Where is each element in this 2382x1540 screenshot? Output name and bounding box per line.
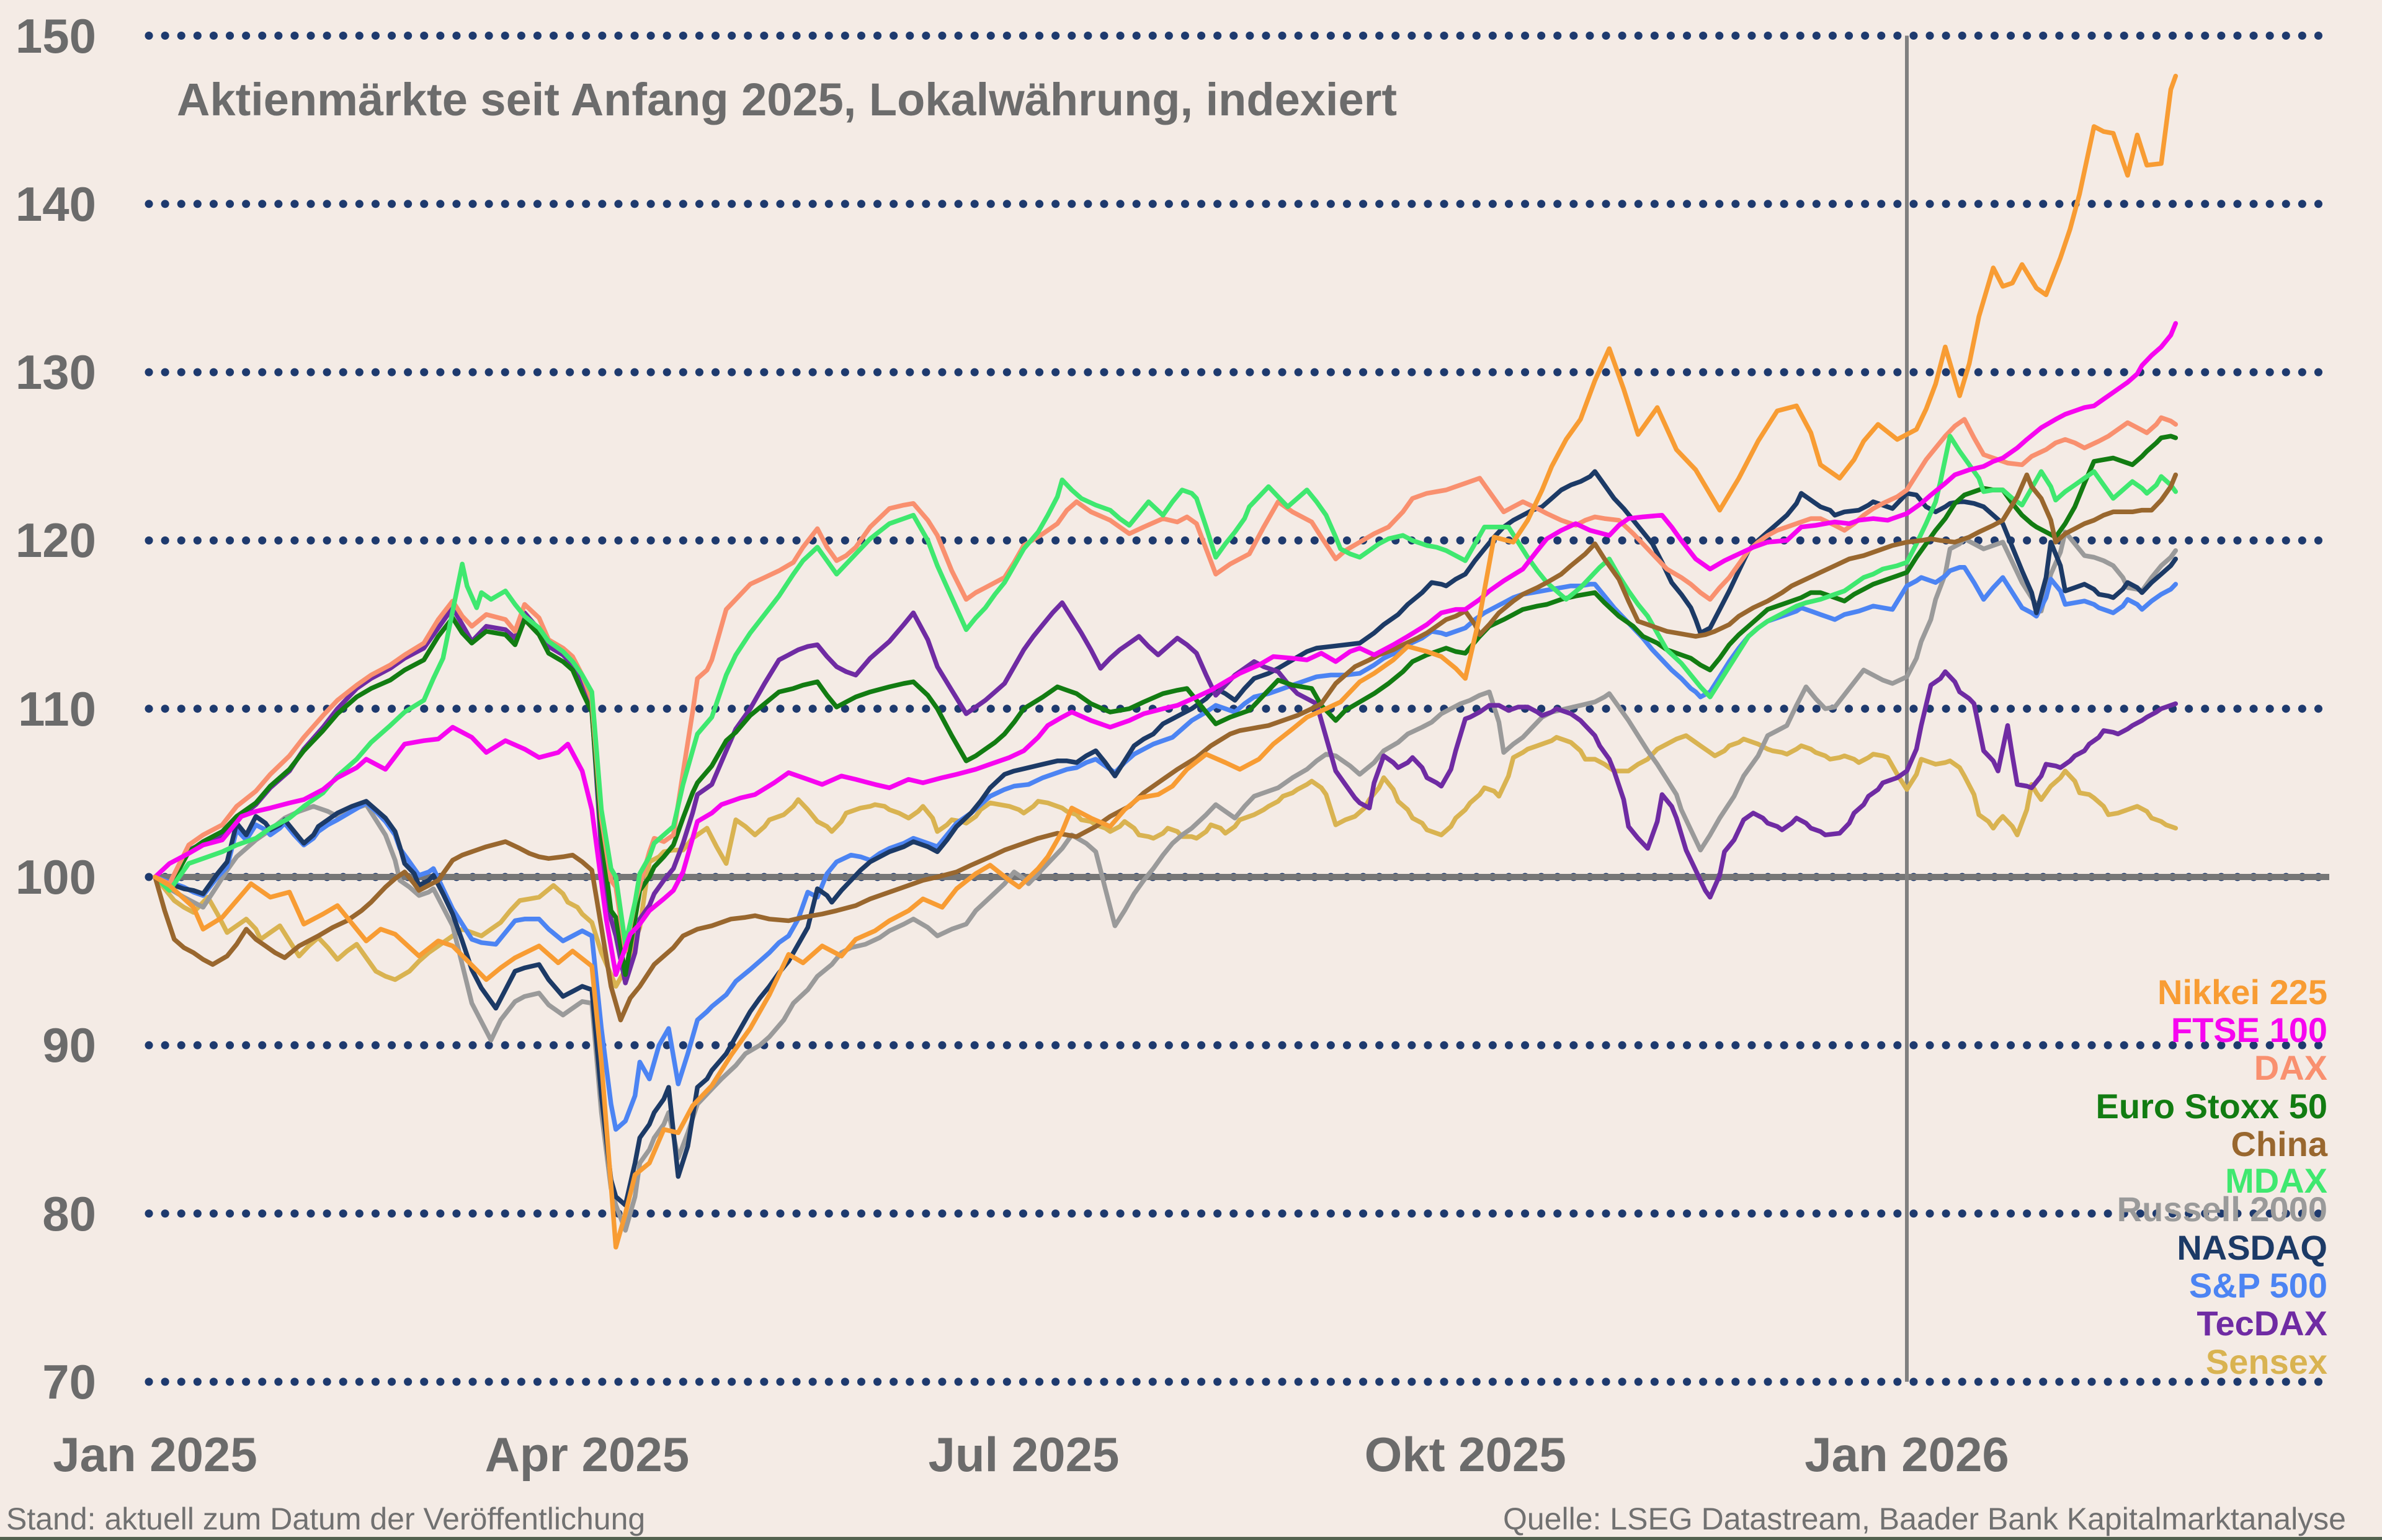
y-axis-label-110: 110 [18, 681, 96, 736]
y-axis-label-80: 80 [42, 1186, 96, 1241]
series-line-ftse [153, 321, 2179, 977]
x-axis-label-jan-2026: Jan 2026 [1804, 1427, 2009, 1482]
y-axis-label-70: 70 [42, 1354, 96, 1409]
legend-item-sp500: S&P 500 [2188, 1266, 2327, 1305]
series-line-tecdax [153, 600, 2179, 986]
y-axis-label-120: 120 [15, 513, 96, 568]
series-line-china [153, 472, 2179, 1023]
y-axis-label-150: 150 [15, 8, 96, 63]
legend-item-nasdaq: NASDAQ [2177, 1228, 2327, 1267]
series-line-nikkei [153, 73, 2179, 1250]
legend-item-mdax: MDAX [2225, 1161, 2327, 1200]
legend-item-dax: DAX [2254, 1048, 2327, 1087]
x-axis-label-okt-2025: Okt 2025 [1364, 1427, 1566, 1482]
y-axis-label-130: 130 [15, 345, 96, 400]
y-axis-label-100: 100 [15, 850, 96, 904]
footer-status-note: Stand: aktuell zum Datum der Veröffentli… [6, 1502, 646, 1536]
bottom-border-line [0, 1537, 2382, 1540]
series-line-mdax [153, 434, 2179, 947]
series-line-russell [153, 530, 2179, 1233]
legend-item-russell: Russell 2000 [2117, 1190, 2327, 1229]
series-line-sp500 [153, 565, 2179, 1132]
legend-item-ftse: FTSE 100 [2170, 1010, 2327, 1049]
x-axis-label-jul-2025: Jul 2025 [928, 1427, 1120, 1482]
series-line-dax [153, 415, 2179, 954]
legend-item-china: China [2231, 1124, 2327, 1164]
chart-title: Aktienmärkte seit Anfang 2025, Lokalwähr… [177, 74, 1398, 125]
footer-source-note: Quelle: LSEG Datastream, Baader Bank Kap… [1502, 1502, 2346, 1536]
x-axis-label-jan-2025: Jan 2025 [53, 1427, 257, 1482]
legend-item-sensex: Sensex [2205, 1342, 2327, 1381]
legend-item-tecdax: TecDAX [2197, 1304, 2327, 1343]
series-line-sensex [153, 733, 2179, 989]
x-axis-label-apr-2025: Apr 2025 [484, 1427, 690, 1482]
series-line-eurostoxx [153, 434, 2179, 977]
legend-item-nikkei: Nikkei 225 [2157, 973, 2327, 1012]
legend-item-eurostoxx: Euro Stoxx 50 [2095, 1087, 2327, 1126]
y-axis-label-90: 90 [42, 1018, 96, 1073]
y-axis-label-140: 140 [15, 176, 96, 231]
